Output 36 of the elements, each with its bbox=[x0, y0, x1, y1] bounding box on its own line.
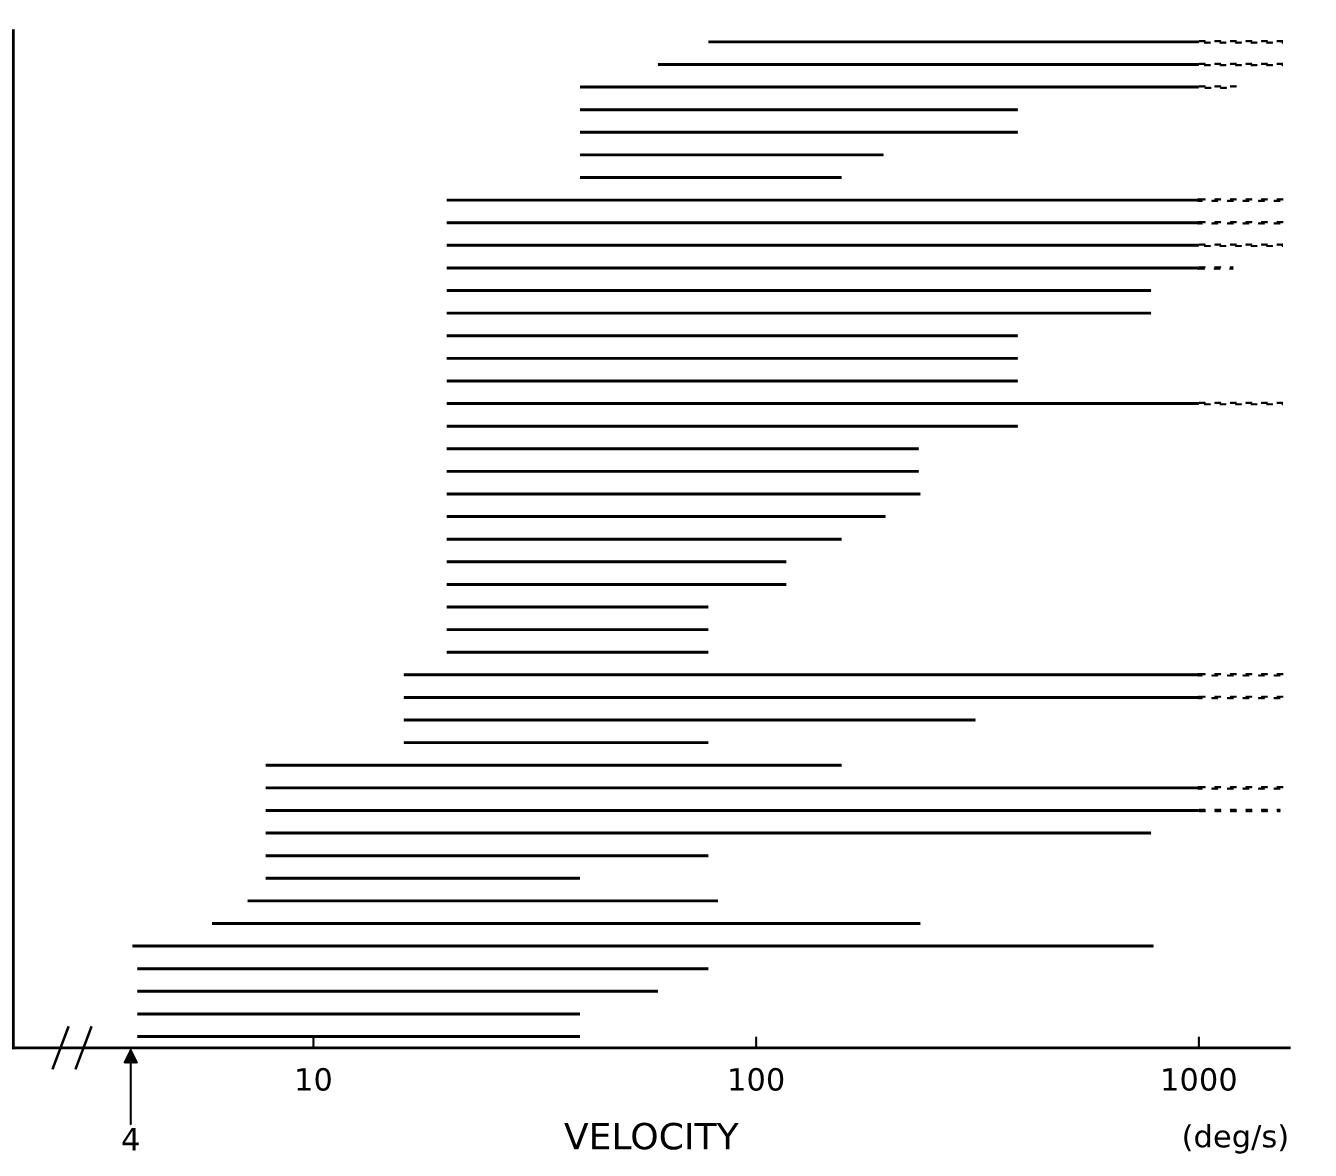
bar bbox=[579, 153, 884, 157]
bar bbox=[446, 379, 1018, 383]
bar bbox=[247, 899, 718, 903]
bar bbox=[446, 334, 1018, 338]
bar bbox=[446, 356, 1018, 360]
bar bbox=[137, 1012, 580, 1016]
bar bbox=[446, 447, 919, 451]
bar bbox=[579, 108, 1018, 112]
bar bbox=[446, 537, 842, 541]
bar bbox=[446, 628, 709, 632]
bar bbox=[265, 763, 842, 767]
text: 4 bbox=[122, 1128, 139, 1151]
bar bbox=[265, 854, 709, 858]
bar bbox=[446, 650, 709, 654]
bar bbox=[137, 989, 658, 993]
x-tick-label: 1000 bbox=[1163, 1067, 1236, 1091]
bar bbox=[265, 876, 580, 880]
bar bbox=[446, 560, 787, 564]
bar bbox=[403, 718, 976, 722]
x-tick-label: 100 bbox=[730, 1067, 784, 1091]
bar bbox=[403, 741, 709, 745]
bar bbox=[446, 515, 886, 519]
bar bbox=[446, 469, 919, 473]
bar bbox=[446, 289, 1152, 293]
x-tick-label: 10 bbox=[297, 1067, 331, 1091]
text: (deg/s) bbox=[1184, 1124, 1287, 1154]
bar bbox=[579, 176, 842, 179]
bar bbox=[446, 582, 787, 586]
bar bbox=[132, 944, 1154, 948]
bar bbox=[579, 130, 1018, 134]
bar bbox=[211, 922, 921, 925]
x-axis-title: VELOCITY bbox=[564, 1122, 739, 1150]
bar bbox=[265, 831, 1152, 835]
bar bbox=[446, 424, 1018, 428]
bar bbox=[446, 311, 1152, 315]
bar bbox=[137, 967, 709, 971]
